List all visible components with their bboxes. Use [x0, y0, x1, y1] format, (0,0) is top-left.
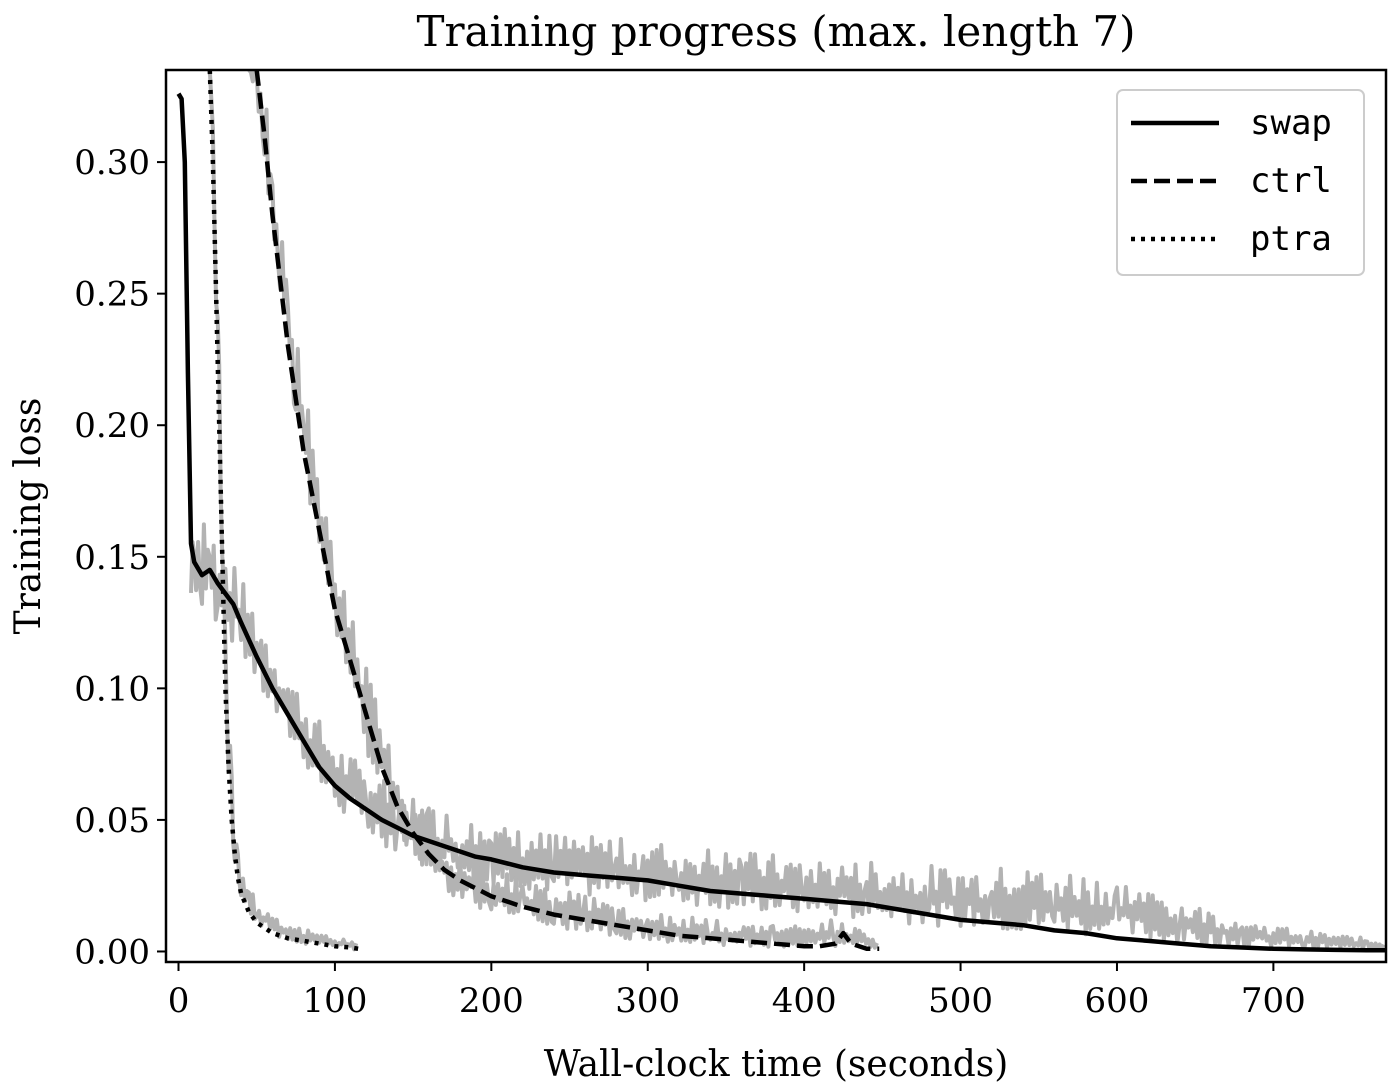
x-tick-label: 200 [459, 981, 524, 1021]
y-tick-label: 0.20 [74, 406, 150, 446]
y-axis-label: Training loss [8, 398, 49, 635]
x-tick-label: 500 [928, 981, 993, 1021]
plot-frame [164, 68, 1388, 964]
y-tick-label: 0.30 [74, 143, 150, 183]
legend-ptra-label: ptra [1250, 219, 1332, 259]
legend-ctrl-label: ctrl [1250, 161, 1332, 201]
y-tick-label: 0.05 [74, 801, 150, 841]
x-tick-label: 600 [1085, 981, 1150, 1021]
legend: swap ctrl ptra [1116, 89, 1365, 276]
x-tick-label: 700 [1241, 981, 1306, 1021]
x-tick-label: 300 [615, 981, 680, 1021]
y-axis-ticks: 0.00 0.05 0.10 0.15 0.20 0.25 0.30 [74, 143, 166, 972]
swap-raw-line [189, 522, 1386, 952]
y-tick-label: 0.25 [74, 275, 150, 315]
series-swap-line [176, 92, 1386, 953]
x-tick-label: 0 [168, 981, 190, 1021]
x-axis-label: Wall-clock time (seconds) [544, 1044, 1009, 1085]
x-tick-label: 400 [772, 981, 837, 1021]
chart-title: Training progress (max. length 7) [416, 7, 1135, 56]
x-axis-ticks: 0 100 200 300 400 500 600 700 [168, 962, 1306, 1021]
ctrl-raw-line [247, 70, 879, 950]
y-tick-label: 0.10 [74, 669, 150, 709]
y-tick-label: 0.15 [74, 538, 150, 578]
y-tick-label: 0.00 [74, 932, 150, 972]
legend-swap-label: swap [1250, 103, 1332, 143]
smoothed-lines-layer [176, 70, 1386, 953]
x-tick-label: 100 [302, 981, 367, 1021]
legend-box [1116, 89, 1365, 276]
series-ctrl-line [254, 70, 880, 952]
ptra-raw-line [207, 70, 359, 952]
